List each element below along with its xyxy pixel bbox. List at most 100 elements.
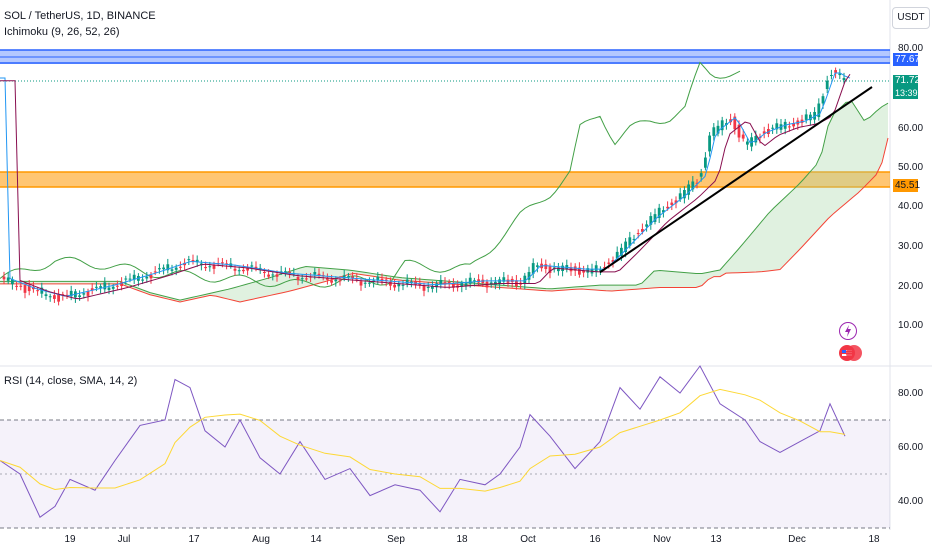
time-axis-label: 18: [456, 534, 468, 545]
candle: [330, 280, 333, 283]
flag-icon-secondary: [846, 345, 862, 361]
time-axis-label: Sep: [387, 534, 405, 545]
candle: [65, 294, 69, 296]
candle: [737, 124, 741, 138]
candle: [61, 294, 65, 296]
candle: [237, 270, 241, 272]
candle: [821, 96, 825, 104]
candle: [275, 274, 279, 277]
candle: [586, 268, 590, 273]
candle: [422, 285, 426, 291]
currency-button[interactable]: USDT: [892, 7, 930, 29]
candle: [418, 282, 422, 286]
time-axis-label: Aug: [252, 534, 270, 545]
candle: [548, 266, 552, 273]
support-zone: [0, 172, 890, 187]
candle: [351, 276, 354, 279]
candle: [683, 189, 686, 199]
candle: [120, 281, 123, 287]
candle: [746, 141, 749, 145]
price-axis-label: 80.00: [898, 43, 923, 54]
candle: [95, 286, 98, 288]
candle: [678, 193, 682, 200]
candle: [153, 271, 157, 273]
candle: [695, 182, 699, 184]
candle: [204, 266, 207, 269]
candle: [145, 276, 149, 279]
candle: [426, 287, 430, 289]
candle: [401, 284, 405, 286]
candle: [578, 267, 581, 275]
candle: [410, 281, 413, 283]
candle: [792, 123, 795, 127]
candle: [250, 265, 254, 267]
rsi-line: [0, 365, 846, 518]
symbol-title[interactable]: SOL / TetherUS, 1D, BINANCE: [4, 10, 156, 22]
candle: [124, 278, 128, 280]
ichimoku-legend[interactable]: Ichimoku (9, 26, 52, 26): [4, 26, 120, 38]
candle: [107, 287, 111, 291]
rsi-axis-label: 40.00: [898, 496, 923, 507]
candle: [132, 274, 136, 280]
time-axis-label: 16: [589, 534, 601, 545]
candle: [804, 114, 808, 120]
candle: [36, 290, 39, 292]
candle: [435, 283, 438, 288]
senkou-span-a: [0, 101, 889, 301]
candle: [57, 293, 60, 302]
candle: [27, 284, 31, 292]
price-axis-label: 10.00: [898, 320, 923, 331]
price-axis-label: 60.00: [898, 123, 923, 134]
candle: [258, 267, 262, 269]
candle: [170, 269, 174, 271]
candle: [557, 267, 560, 272]
candle: [523, 275, 527, 284]
candle: [666, 206, 669, 209]
candle: [393, 284, 396, 288]
candle: [296, 277, 300, 281]
candle: [544, 264, 548, 270]
candle: [69, 290, 73, 297]
candle: [90, 288, 94, 291]
candle: [212, 265, 216, 269]
candle: [536, 265, 539, 267]
candle: [599, 269, 602, 271]
candle: [19, 285, 23, 287]
candle: [6, 277, 10, 281]
candle: [842, 78, 846, 81]
time-axis-label: Nov: [653, 534, 671, 545]
candle: [624, 241, 627, 253]
candle: [179, 266, 182, 268]
lightning-icon[interactable]: [839, 322, 857, 340]
price-axis-label: 40.00: [898, 201, 923, 212]
candle: [809, 114, 812, 121]
candle: [754, 135, 758, 143]
candle: [111, 286, 115, 289]
candle: [397, 283, 401, 287]
candle: [687, 184, 690, 195]
candle: [200, 263, 203, 266]
candle: [439, 279, 443, 285]
candle: [288, 271, 291, 274]
candle: [263, 272, 266, 274]
candle: [720, 120, 724, 131]
candle: [103, 282, 107, 290]
time-axis-label: Dec: [788, 534, 806, 545]
candle: [473, 280, 476, 282]
candle: [317, 273, 321, 276]
rsi-legend[interactable]: RSI (14, close, SMA, 14, 2): [4, 375, 138, 387]
candle: [376, 276, 380, 280]
candle: [632, 238, 636, 240]
rsi-sma-line: [0, 388, 846, 492]
candle: [300, 278, 304, 280]
candle: [468, 277, 472, 284]
candle: [44, 294, 48, 297]
candle: [15, 285, 18, 287]
candle: [271, 274, 275, 276]
candle: [86, 291, 90, 296]
candle: [342, 275, 346, 279]
candle: [531, 263, 535, 274]
countdown-tag: 13:39:24: [893, 87, 931, 99]
candle: [838, 73, 842, 76]
